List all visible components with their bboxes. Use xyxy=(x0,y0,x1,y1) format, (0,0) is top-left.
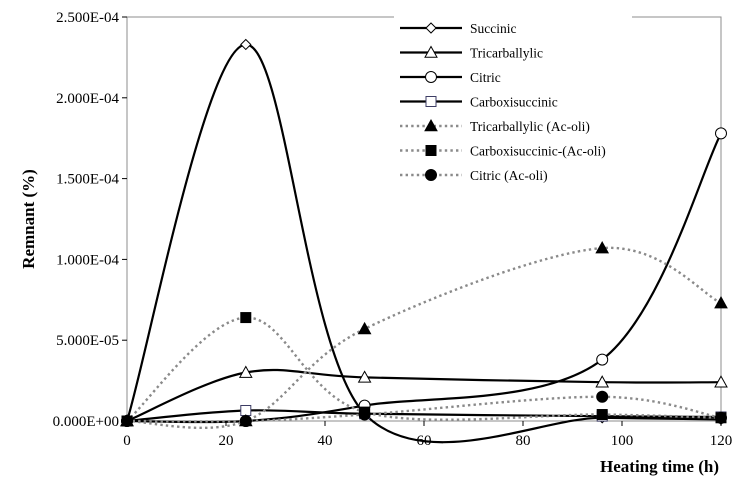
data-point-6-1 xyxy=(239,415,252,427)
series-markers xyxy=(120,38,728,427)
data-point-6-2 xyxy=(358,408,371,421)
x-tick-label: 120 xyxy=(710,433,733,449)
legend: Succinic Tricarballylic Citric Carboxisucci… xyxy=(394,14,632,192)
series-line-4 xyxy=(126,246,722,430)
series-line-5 xyxy=(126,316,722,422)
x-tick-label: 20 xyxy=(219,433,234,449)
y-tick-label: 2.000E-04 xyxy=(56,91,119,107)
data-point-4-3 xyxy=(595,241,610,254)
axes: 0.000E+00 5.000E-05 1.000E-04 1.500E-04 2.00… xyxy=(19,10,732,476)
legend-label-1: Tricarballylic xyxy=(470,46,543,61)
data-point-6-3 xyxy=(596,390,609,403)
legend-marker-0 xyxy=(425,22,437,34)
legend-marker-5 xyxy=(425,145,437,156)
series-line-3 xyxy=(126,409,722,423)
x-tick-label: 40 xyxy=(318,433,333,449)
legend-marker-6 xyxy=(425,169,437,181)
y-tick-label: 1.500E-04 xyxy=(56,172,119,188)
legend-label-3: Carboxisuccinic xyxy=(470,95,558,110)
legend-label-4: Tricarballylic (Ac-oli) xyxy=(470,119,590,134)
series-line-1 xyxy=(126,368,722,423)
legend-marker-1 xyxy=(424,45,438,58)
x-tick-label: 100 xyxy=(611,433,634,449)
data-point-4-2 xyxy=(357,321,372,335)
data-point-0-1 xyxy=(240,38,252,51)
y-tick-label: 5.000E-05 xyxy=(56,333,119,349)
legend-marker-2 xyxy=(425,71,437,83)
data-point-1-3 xyxy=(595,375,610,388)
x-tick-label: 0 xyxy=(123,433,131,449)
y-tick-label: 2.500E-04 xyxy=(56,10,119,26)
legend-label-6: Citric (Ac-oli) xyxy=(470,168,548,183)
legend-label-0: Succinic xyxy=(470,21,517,36)
data-point-1-2 xyxy=(357,370,372,383)
x-tick-label: 80 xyxy=(516,433,531,449)
data-point-5-3 xyxy=(596,409,608,421)
data-point-1-1 xyxy=(238,365,253,378)
data-point-4-4 xyxy=(714,296,728,309)
data-point-5-1 xyxy=(240,312,252,324)
legend-marker-4 xyxy=(424,118,438,132)
x-axis-title: Heating time (h) xyxy=(600,457,719,476)
y-tick-label: 1.000E-04 xyxy=(56,252,119,268)
data-point-2-4 xyxy=(715,127,727,140)
data-point-2-3 xyxy=(596,353,609,366)
legend-label-5: Carboxisuccinic-(Ac-oli) xyxy=(470,144,606,159)
y-axis-title: Remnant (%) xyxy=(19,169,38,269)
x-tick-label: 60 xyxy=(417,433,432,449)
legend-marker-3 xyxy=(425,96,437,107)
y-tick-label: 0.000E+00 xyxy=(53,414,119,430)
legend-label-2: Citric xyxy=(470,70,501,85)
data-point-1-4 xyxy=(714,375,728,388)
series-line-6 xyxy=(126,395,722,423)
